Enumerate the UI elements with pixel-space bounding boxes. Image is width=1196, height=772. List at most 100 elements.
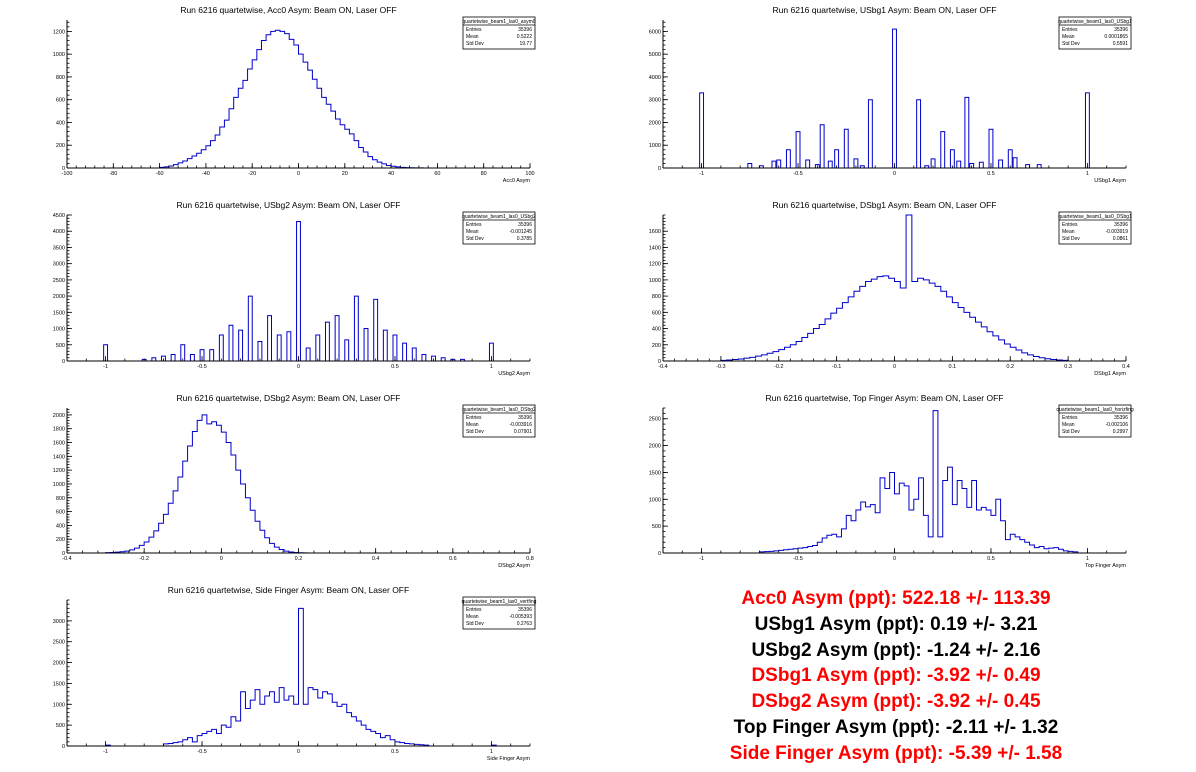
- stats-box: quartetwise_beam1_las0_vertfing Entries 35…: [462, 596, 537, 630]
- y-tick-label: 0: [658, 166, 661, 172]
- x-tick-label: 0.5: [391, 364, 399, 370]
- stats-label-mean: Mean: [1062, 34, 1075, 40]
- x-tick-label: 0.6: [449, 556, 457, 562]
- histogram-bin-12: [843, 128, 849, 168]
- result-line-dsbg1: DSbg1 Asym (ppt): -3.92 +/- 0.49: [751, 665, 1041, 687]
- histogram-bin-18: [924, 165, 930, 168]
- y-tick-label: 200: [56, 537, 65, 543]
- histogram-bin-1: [747, 162, 753, 168]
- y-tick-label: 0: [658, 551, 661, 557]
- y-tick-label: 2000: [53, 413, 65, 419]
- histogram-bin-26: [988, 128, 994, 168]
- stats-box-name: quartetwise_beam1_las0_USbg2: [462, 214, 536, 220]
- stats-label-std: Std Dev: [1062, 236, 1080, 242]
- histogram-bin-4: [776, 159, 782, 168]
- y-tick-label: 1000: [53, 52, 65, 58]
- histogram-bin-13: [853, 158, 859, 168]
- stats-box: quartetwise_beam1_las0_USbg2 Entries 35396…: [462, 211, 536, 245]
- histogram-bin-22: [344, 339, 350, 361]
- x-tick-label: -0.5: [197, 364, 206, 370]
- stats-value-std: 19.77: [519, 41, 532, 47]
- stats-box-frame: [462, 596, 536, 630]
- histogram-bin-2: [151, 357, 157, 361]
- stats-label-mean: Mean: [1062, 422, 1075, 428]
- histogram-bin-19: [930, 158, 936, 168]
- x-tick-label: 0.2: [1006, 364, 1014, 370]
- y-tick-label: 1000: [649, 497, 661, 503]
- y-tick-label: 1800: [53, 427, 65, 433]
- histogram-bin-6: [189, 354, 195, 361]
- histogram-bin-21: [334, 315, 340, 361]
- x-tick-label: 0.4: [1122, 364, 1130, 370]
- y-tick-label: 1400: [53, 454, 65, 460]
- x-tick-label: -1: [699, 556, 704, 562]
- stats-box-name: quartetwise_beam1_las0_vertfing: [462, 599, 537, 605]
- histogram-bin-13: [257, 341, 263, 361]
- stats-box-frame: [462, 404, 536, 438]
- stats-value-entries: 35396: [1114, 415, 1128, 421]
- x-tick-label: 0: [893, 364, 896, 370]
- y-tick-label: 800: [56, 496, 65, 502]
- stats-box: quartetwise_beam1_las0_USbg1 Entries 35396…: [1058, 16, 1132, 50]
- stats-box-frame: [1058, 211, 1132, 245]
- x-tick-label: 0.5: [987, 171, 995, 177]
- histogram-bin-19: [315, 334, 321, 361]
- x-tick-label: -1: [103, 749, 108, 755]
- x-tick-label: 0: [297, 749, 300, 755]
- y-tick-label: 600: [652, 310, 661, 316]
- result-line-dsbg2: DSbg2 Asym (ppt): -3.92 +/- 0.45: [751, 691, 1041, 713]
- x-tick-label: -0.3: [716, 364, 725, 370]
- histogram-bin-20: [940, 131, 946, 168]
- histogram-bin-7: [199, 349, 205, 361]
- histogram-bin-14: [859, 165, 865, 168]
- stats-value-entries: 35396: [518, 607, 532, 613]
- x-tick-label: 1: [490, 364, 493, 370]
- histogram-panel-3: Run 6216 quartetwise, DSbg1 Asym: Beam O…: [649, 200, 1132, 377]
- stats-value-entries: 35396: [1114, 27, 1128, 33]
- stats-value-std: 0.2997: [1113, 429, 1129, 435]
- stats-box-name: quartetwise_beam1_las0_horizfing: [1056, 407, 1133, 413]
- stats-label-std: Std Dev: [1062, 429, 1080, 435]
- histogram-bin-15: [276, 334, 282, 361]
- histogram-outline: [758, 410, 1079, 553]
- chart-title: Run 6216 quartetwise, Side Finger Asym: …: [168, 585, 409, 595]
- x-tick-label: -0.5: [793, 171, 802, 177]
- histogram-panel-6: Run 6216 quartetwise, Side Finger Asym: …: [53, 585, 537, 762]
- x-tick-label: 60: [434, 171, 440, 177]
- stats-value-mean: -0.003919: [1105, 229, 1128, 235]
- histogram-outline: [105, 607, 497, 747]
- stats-box-frame: [1058, 404, 1132, 438]
- stats-value-std: 0.5591: [1113, 41, 1129, 47]
- histogram-bin-3: [771, 160, 777, 168]
- stats-label-mean: Mean: [466, 34, 479, 40]
- histogram-bin-9: [218, 334, 224, 361]
- result-line-usbg2: USbg2 Asym (ppt): -1.24 +/- 2.16: [751, 639, 1041, 661]
- x-tick-label: 0.1: [949, 364, 957, 370]
- histogram-bin-8: [814, 164, 820, 168]
- x-tick-label: -60: [156, 171, 164, 177]
- histogram-bin-3: [161, 355, 166, 361]
- histogram-bin-14: [267, 315, 273, 361]
- histogram-bin-32: [1084, 92, 1090, 168]
- histogram-bin-28: [402, 342, 408, 361]
- y-tick-label: 500: [56, 723, 65, 729]
- x-tick-label: 0: [297, 364, 300, 370]
- y-tick-label: 600: [56, 510, 65, 516]
- stats-value-mean: 0.0001865: [1104, 34, 1128, 40]
- histogram-panel-0: Run 6216 quartetwise, Acc0 Asym: Beam ON…: [53, 5, 536, 184]
- y-tick-label: 1500: [53, 681, 65, 687]
- y-tick-label: 2500: [649, 417, 661, 423]
- histogram-panel-4: Run 6216 quartetwise, DSbg2 Asym: Beam O…: [53, 393, 536, 569]
- histogram-bin-25: [373, 298, 379, 361]
- y-tick-label: 6000: [649, 29, 661, 35]
- stats-box-name: quartetwise_beam1_las0_asym0: [462, 19, 535, 25]
- histogram-bin-24: [363, 328, 369, 361]
- y-tick-label: 1000: [53, 327, 65, 333]
- stats-value-entries: 35396: [518, 27, 532, 33]
- x-axis-label: DSbg1 Asym: [1094, 371, 1126, 377]
- x-axis-label: USbg1 Asym: [1094, 178, 1126, 184]
- stats-label-std: Std Dev: [466, 429, 484, 435]
- x-axis-label: DSbg2 Asym: [498, 563, 530, 569]
- stats-value-mean: 0.5222: [517, 34, 533, 40]
- x-tick-label: 0: [893, 171, 896, 177]
